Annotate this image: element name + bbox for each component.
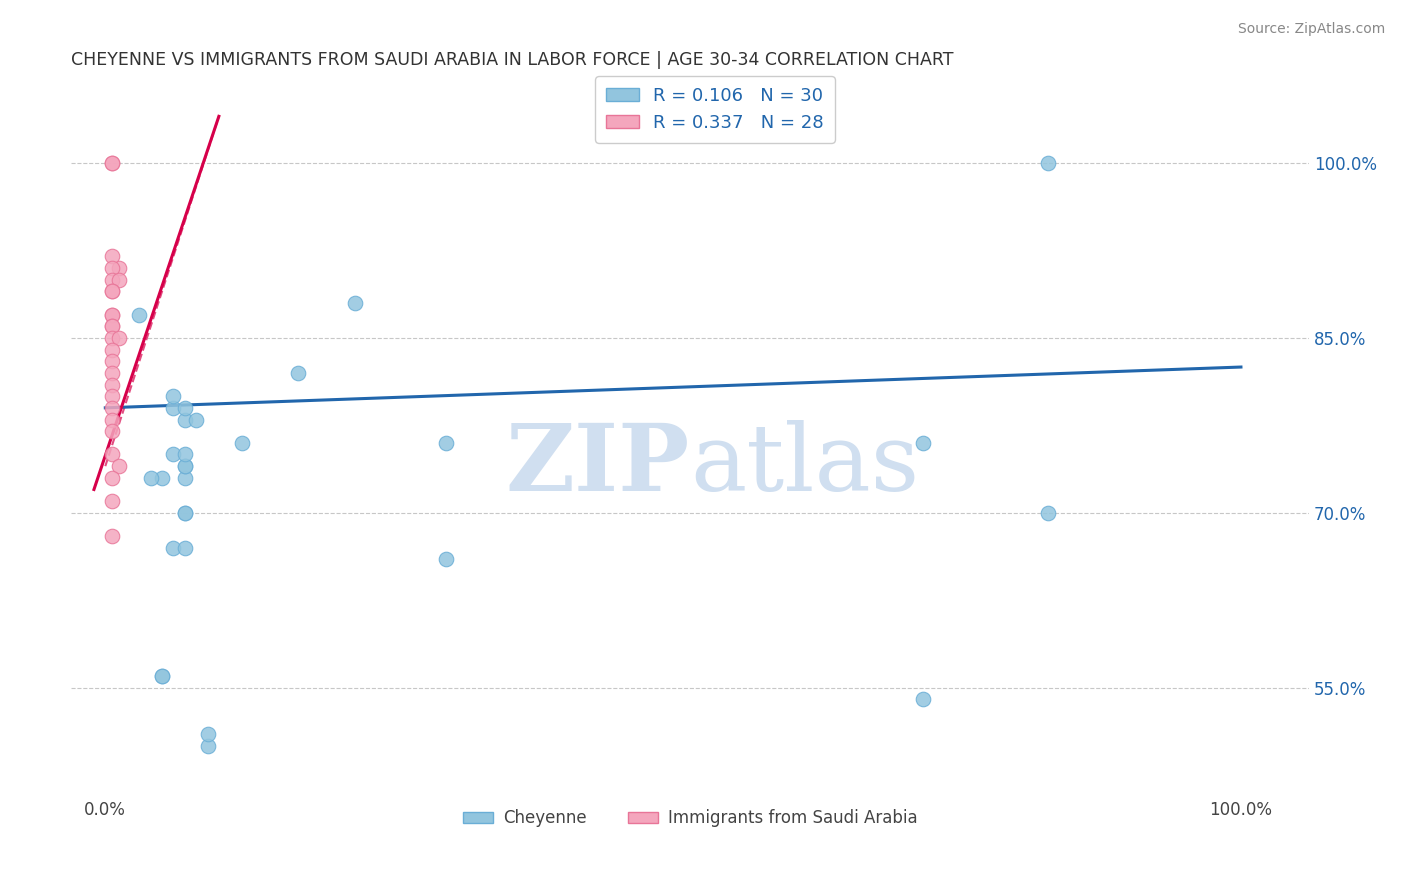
Point: [101, 319, 124, 334]
Point: [101, 389, 124, 403]
Point: [101, 156, 124, 170]
Point: [101, 343, 124, 357]
Point: [186, 412, 208, 426]
Point: [150, 669, 173, 683]
Point: [101, 401, 124, 415]
Point: [101, 156, 124, 170]
Point: [434, 552, 457, 566]
Point: [1036, 506, 1059, 520]
Point: [162, 389, 184, 403]
Point: [197, 727, 219, 741]
Point: [911, 692, 934, 706]
Point: [434, 435, 457, 450]
Point: [173, 412, 195, 426]
Point: [108, 260, 131, 275]
Point: [173, 506, 195, 520]
Point: [173, 448, 195, 462]
Point: [162, 401, 184, 415]
Point: [101, 471, 124, 485]
Point: [287, 366, 309, 380]
Point: [344, 296, 367, 310]
Legend: Cheyenne, Immigrants from Saudi Arabia: Cheyenne, Immigrants from Saudi Arabia: [456, 803, 924, 834]
Point: [173, 401, 195, 415]
Point: [162, 448, 184, 462]
Point: [173, 506, 195, 520]
Point: [150, 471, 173, 485]
Point: [139, 471, 162, 485]
Point: [101, 249, 124, 263]
Point: [101, 354, 124, 368]
Point: [108, 331, 131, 345]
Point: [231, 435, 253, 450]
Point: [173, 459, 195, 474]
Point: [197, 739, 219, 753]
Point: [108, 272, 131, 286]
Point: [101, 412, 124, 426]
Point: [101, 285, 124, 299]
Point: [173, 471, 195, 485]
Text: atlas: atlas: [690, 420, 920, 510]
Point: [101, 331, 124, 345]
Point: [101, 377, 124, 392]
Text: CHEYENNE VS IMMIGRANTS FROM SAUDI ARABIA IN LABOR FORCE | AGE 30-34 CORRELATION : CHEYENNE VS IMMIGRANTS FROM SAUDI ARABIA…: [72, 51, 953, 69]
Point: [101, 448, 124, 462]
Text: Source: ZipAtlas.com: Source: ZipAtlas.com: [1237, 22, 1385, 37]
Point: [101, 366, 124, 380]
Text: ZIP: ZIP: [506, 420, 690, 510]
Point: [101, 285, 124, 299]
Point: [101, 260, 124, 275]
Point: [1036, 156, 1059, 170]
Point: [101, 308, 124, 322]
Point: [101, 308, 124, 322]
Point: [150, 669, 173, 683]
Point: [911, 435, 934, 450]
Point: [101, 272, 124, 286]
Point: [173, 541, 195, 555]
Point: [101, 494, 124, 508]
Point: [108, 459, 131, 474]
Point: [173, 459, 195, 474]
Point: [101, 424, 124, 438]
Point: [101, 319, 124, 334]
Point: [162, 541, 184, 555]
Point: [128, 308, 150, 322]
Point: [101, 529, 124, 543]
